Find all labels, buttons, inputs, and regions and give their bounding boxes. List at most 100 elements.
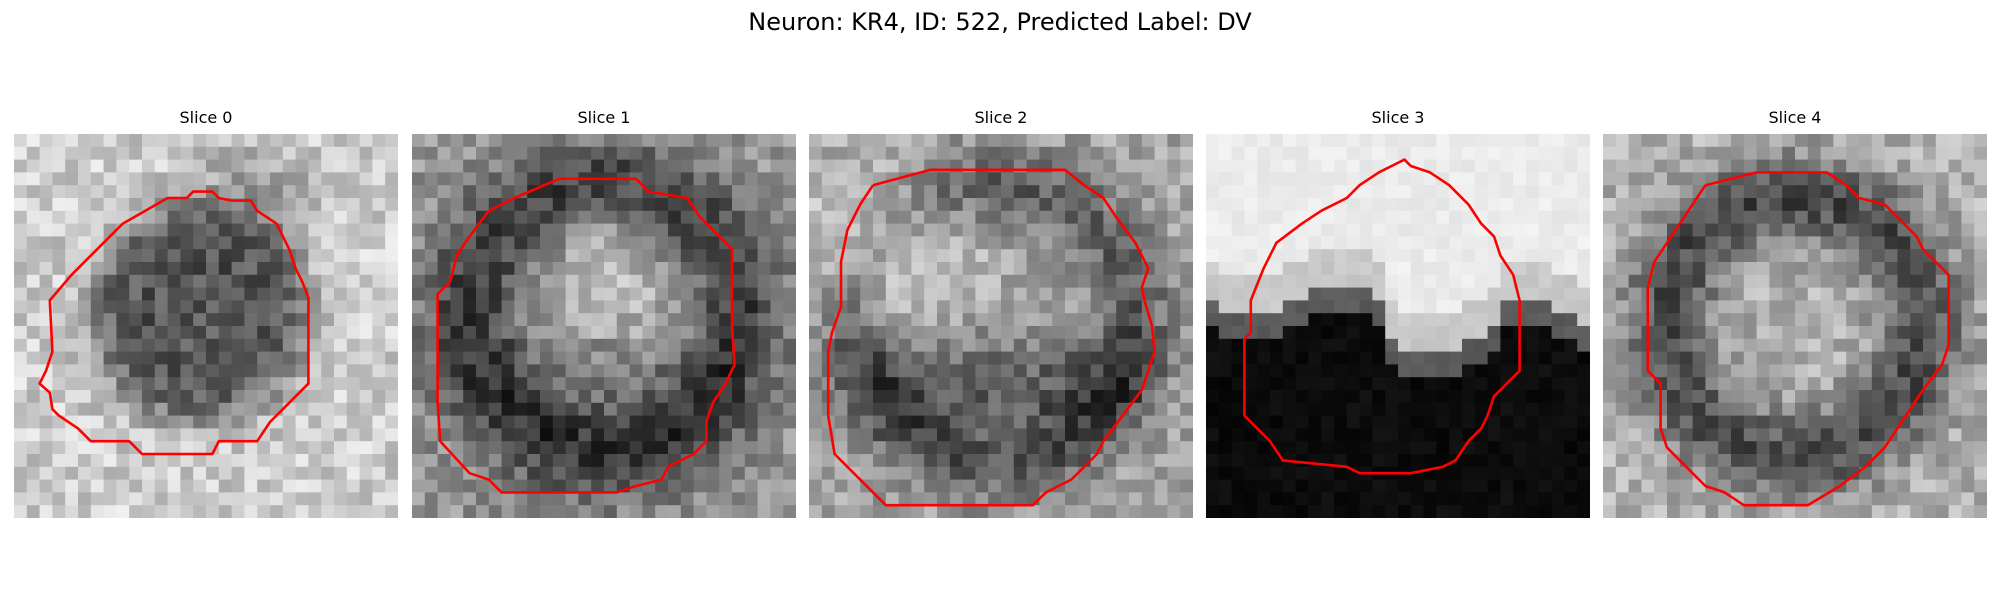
pixel-cell <box>949 313 964 327</box>
pixel-cell <box>1295 185 1309 199</box>
pixel-cell <box>206 351 220 365</box>
pixel-cell <box>540 185 554 199</box>
pixel-cell <box>1731 415 1745 429</box>
pixel-cell <box>412 377 426 391</box>
pixel-cell <box>385 159 398 173</box>
pixel-cell <box>1782 198 1796 212</box>
pixel-cell <box>578 159 592 173</box>
pixel-cell <box>206 146 220 161</box>
pixel-cell <box>668 505 682 518</box>
pixel-cell <box>1871 262 1886 276</box>
pixel-cell <box>1833 428 1847 442</box>
pixel-cell <box>1423 492 1437 506</box>
pixel-cell <box>873 390 887 404</box>
pixel-cell <box>463 287 477 301</box>
pixel-cell <box>193 479 207 493</box>
pixel-cell <box>1769 198 1783 212</box>
pixel-cell <box>1052 402 1066 417</box>
pixel-cell <box>527 210 541 225</box>
pixel-cell <box>308 236 322 250</box>
pixel-cell <box>129 338 143 353</box>
pixel-cell <box>962 313 976 327</box>
pixel-cell <box>1859 338 1873 353</box>
pixel-cell <box>1270 505 1284 518</box>
pixel-cell <box>1013 326 1028 340</box>
pixel-cell <box>1500 466 1514 481</box>
pixel-cell <box>1449 159 1463 173</box>
pixel-cell <box>1334 172 1348 186</box>
pixel-cell <box>1372 492 1386 506</box>
pixel-cell <box>1372 198 1386 212</box>
pixel-cell <box>1526 377 1540 391</box>
pixel-cell <box>873 287 887 301</box>
pixel-cell <box>257 134 271 148</box>
pixel-cell <box>167 492 181 506</box>
pixel-cell <box>1782 479 1796 493</box>
pixel-cell <box>1487 505 1501 518</box>
pixel-cell <box>565 185 579 199</box>
pixel-cell <box>1308 198 1322 212</box>
pixel-cell <box>116 274 130 289</box>
pixel-cell <box>604 134 618 148</box>
pixel-cell <box>783 377 796 391</box>
pixel-cell <box>206 326 220 340</box>
pixel-cell <box>1795 377 1809 391</box>
pixel-cell <box>642 300 656 314</box>
pixel-cell <box>732 262 746 276</box>
pixel-cell <box>346 172 361 186</box>
pixel-cell <box>167 185 181 199</box>
pixel-cell <box>578 402 592 417</box>
pixel-cell <box>809 505 823 518</box>
pixel-cell <box>1103 390 1117 404</box>
pixel-cell <box>949 466 964 481</box>
pixel-cell <box>1013 492 1028 506</box>
pixel-cell <box>527 134 541 148</box>
pixel-cell <box>424 505 439 518</box>
pixel-cell <box>1564 287 1578 301</box>
pixel-cell <box>501 210 515 225</box>
pixel-cell <box>1628 428 1642 442</box>
pixel-cell <box>346 402 361 417</box>
pixel-cell <box>1321 300 1335 314</box>
pixel-cell <box>1116 223 1130 237</box>
pixel-cell <box>321 249 335 263</box>
pixel-cell <box>911 428 925 442</box>
pixel-cell <box>680 351 695 365</box>
pixel-cell <box>680 505 695 518</box>
pixel-cell <box>988 466 1002 481</box>
pixel-cell <box>1884 146 1898 161</box>
pixel-cell <box>1218 364 1233 378</box>
pixel-cell <box>1372 262 1386 276</box>
pixel-cell <box>1615 338 1630 353</box>
pixel-cell <box>116 415 130 429</box>
pixel-cell <box>719 223 733 237</box>
pixel-cell <box>1667 146 1681 161</box>
pixel-cell <box>1013 198 1028 212</box>
pixel-cell <box>1628 287 1642 301</box>
pixel-cell <box>1577 159 1590 173</box>
pixel-cell <box>1756 185 1770 199</box>
pixel-cell <box>1628 326 1642 340</box>
pixel-cell <box>1013 146 1028 161</box>
pixel-cell <box>680 223 695 237</box>
pixel-cell <box>1897 185 1911 199</box>
pixel-cell <box>1603 454 1617 468</box>
pixel-cell <box>1731 441 1745 455</box>
pixel-cell <box>1359 198 1373 212</box>
pixel-cell <box>1334 313 1348 327</box>
pixel-cell <box>809 402 823 417</box>
pixel-cell <box>78 210 92 225</box>
pixel-cell <box>1116 454 1130 468</box>
pixel-cell <box>1103 402 1117 417</box>
pixel-cell <box>744 377 759 391</box>
pixel-cell <box>334 313 348 327</box>
pixel-cell <box>937 146 951 161</box>
pixel-cell <box>1884 262 1898 276</box>
pixel-cell <box>385 377 398 391</box>
pixel-cell <box>1679 505 1694 518</box>
pixel-cell <box>295 146 309 161</box>
pixel-cell <box>1795 415 1809 429</box>
pixel-cell <box>616 505 631 518</box>
pixel-cell <box>770 351 784 365</box>
pixel-cell <box>488 338 503 353</box>
